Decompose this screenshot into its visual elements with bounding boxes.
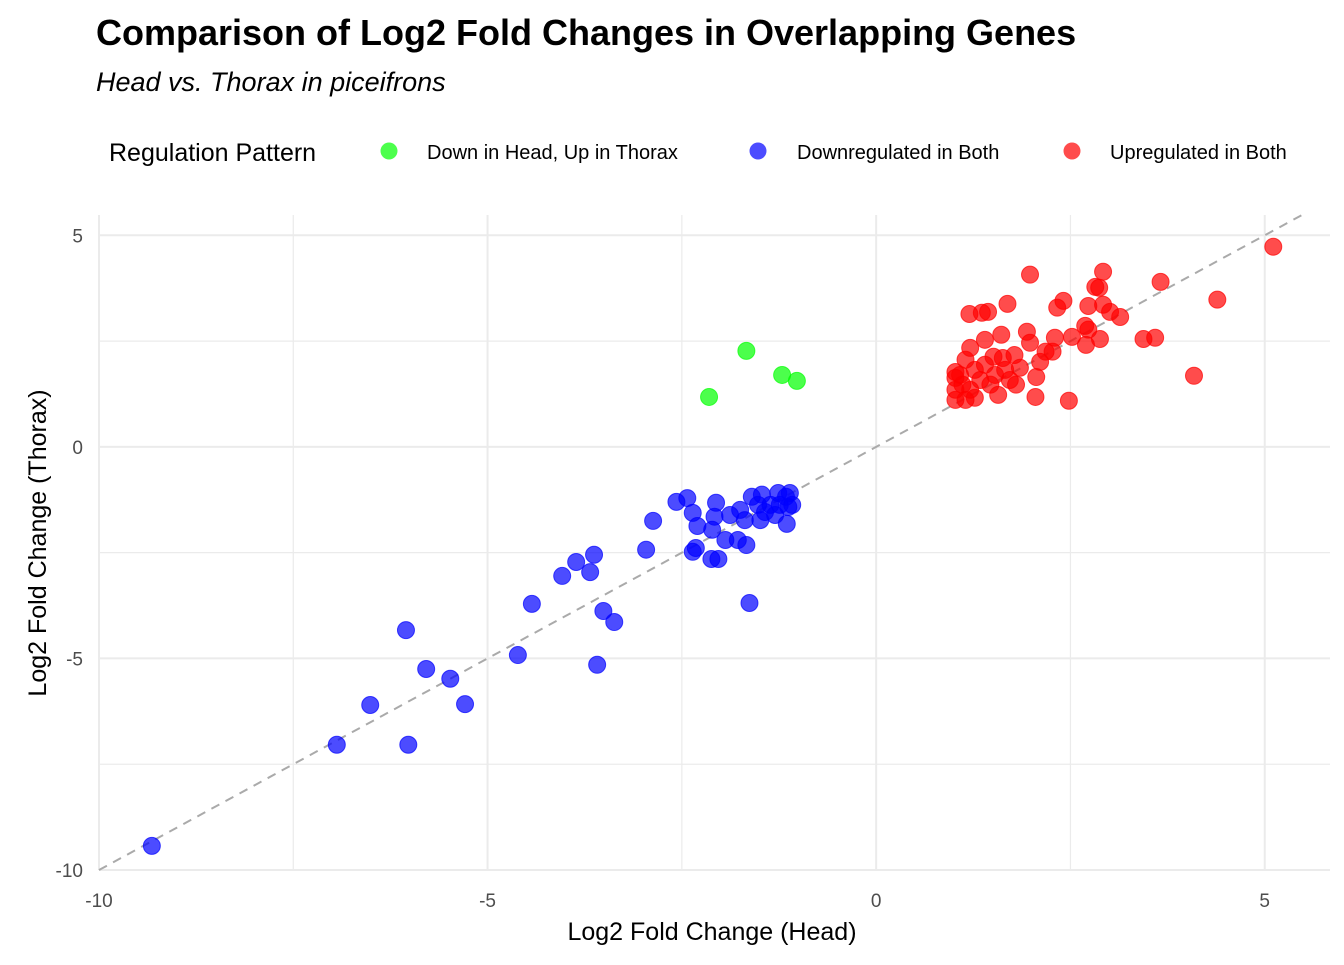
data-point — [998, 294, 1017, 313]
legend: Regulation Pattern Down in Head, Up in T… — [109, 139, 1287, 167]
legend-label-downregulated-both: Downregulated in Both — [797, 142, 999, 164]
data-point — [1090, 278, 1109, 297]
y-tick-label: 5 — [72, 226, 83, 247]
data-point — [1184, 366, 1203, 385]
data-point — [588, 655, 607, 674]
data-point — [686, 539, 705, 558]
legend-label-upregulated-both: Upregulated in Both — [1110, 142, 1287, 164]
data-point — [975, 330, 994, 349]
data-point — [979, 302, 998, 321]
data-point — [522, 594, 541, 613]
data-point — [1059, 391, 1078, 410]
grid — [98, 215, 1330, 871]
data-point — [456, 695, 475, 714]
data-point — [737, 536, 756, 555]
legend-key-upregulated-both — [1063, 142, 1081, 160]
chart-title: Comparison of Log2 Fold Changes in Overl… — [96, 12, 1076, 53]
data-point — [709, 550, 728, 569]
data-point — [1045, 328, 1064, 347]
data-point — [1021, 333, 1040, 352]
data-point — [594, 602, 613, 621]
data-point — [1027, 368, 1046, 387]
data-points — [142, 237, 1283, 855]
data-point — [508, 646, 527, 665]
data-point — [327, 735, 346, 754]
data-point — [396, 621, 415, 640]
x-axis-title: Log2 Fold Change (Head) — [567, 918, 856, 946]
y-tick-label: -10 — [56, 861, 83, 882]
data-point — [605, 613, 624, 632]
data-point — [756, 503, 775, 522]
y-tick-label: -5 — [66, 649, 83, 670]
data-point — [1062, 327, 1081, 346]
data-point — [700, 387, 719, 406]
data-point — [984, 347, 1003, 366]
x-tick-label: -10 — [85, 891, 112, 912]
legend-key-downregulated-both — [749, 142, 767, 160]
data-point — [399, 735, 418, 754]
x-tick-label: -5 — [479, 891, 496, 912]
data-point — [567, 552, 586, 571]
data-point — [417, 660, 436, 679]
data-point — [1076, 335, 1095, 354]
data-point — [553, 566, 572, 585]
data-point — [1031, 352, 1050, 371]
data-point — [1010, 358, 1029, 377]
y-tick-label: 0 — [72, 438, 83, 459]
identity-reference-line — [98, 214, 1303, 871]
data-point — [1111, 307, 1130, 326]
data-point — [1094, 262, 1113, 281]
legend-label-down-head-up-thorax: Down in Head, Up in Thorax — [427, 142, 678, 164]
data-point — [688, 516, 707, 535]
x-tick-label: 0 — [871, 891, 882, 912]
data-point — [1208, 290, 1227, 309]
data-point — [752, 485, 771, 504]
chart-subtitle: Head vs. Thorax in piceifrons — [96, 67, 446, 97]
data-point — [946, 362, 965, 381]
data-point — [707, 493, 726, 512]
data-point — [361, 695, 380, 714]
data-point — [1264, 237, 1283, 256]
data-point — [142, 836, 161, 855]
data-point — [1151, 272, 1170, 291]
data-point — [585, 545, 604, 564]
data-point — [779, 497, 798, 516]
tick-labels: -10 -5 0 5 -10 -5 0 5 — [56, 226, 1270, 912]
data-point — [1026, 387, 1045, 406]
data-point — [1048, 298, 1067, 317]
x-tick-label: 5 — [1259, 891, 1270, 912]
data-point — [737, 341, 756, 360]
data-point — [1076, 316, 1095, 335]
legend-key-down-head-up-thorax — [380, 142, 398, 160]
data-point — [441, 669, 460, 688]
data-point — [637, 540, 656, 559]
legend-title: Regulation Pattern — [109, 139, 316, 167]
data-point — [735, 511, 754, 530]
data-point — [1146, 328, 1165, 347]
data-point — [740, 594, 759, 613]
data-point — [1021, 265, 1040, 284]
data-point — [644, 511, 663, 530]
y-axis-title: Log2 Fold Change (Thorax) — [24, 389, 52, 696]
data-point — [1000, 371, 1019, 390]
data-point — [787, 371, 806, 390]
data-point — [581, 563, 600, 582]
data-point — [992, 325, 1011, 344]
